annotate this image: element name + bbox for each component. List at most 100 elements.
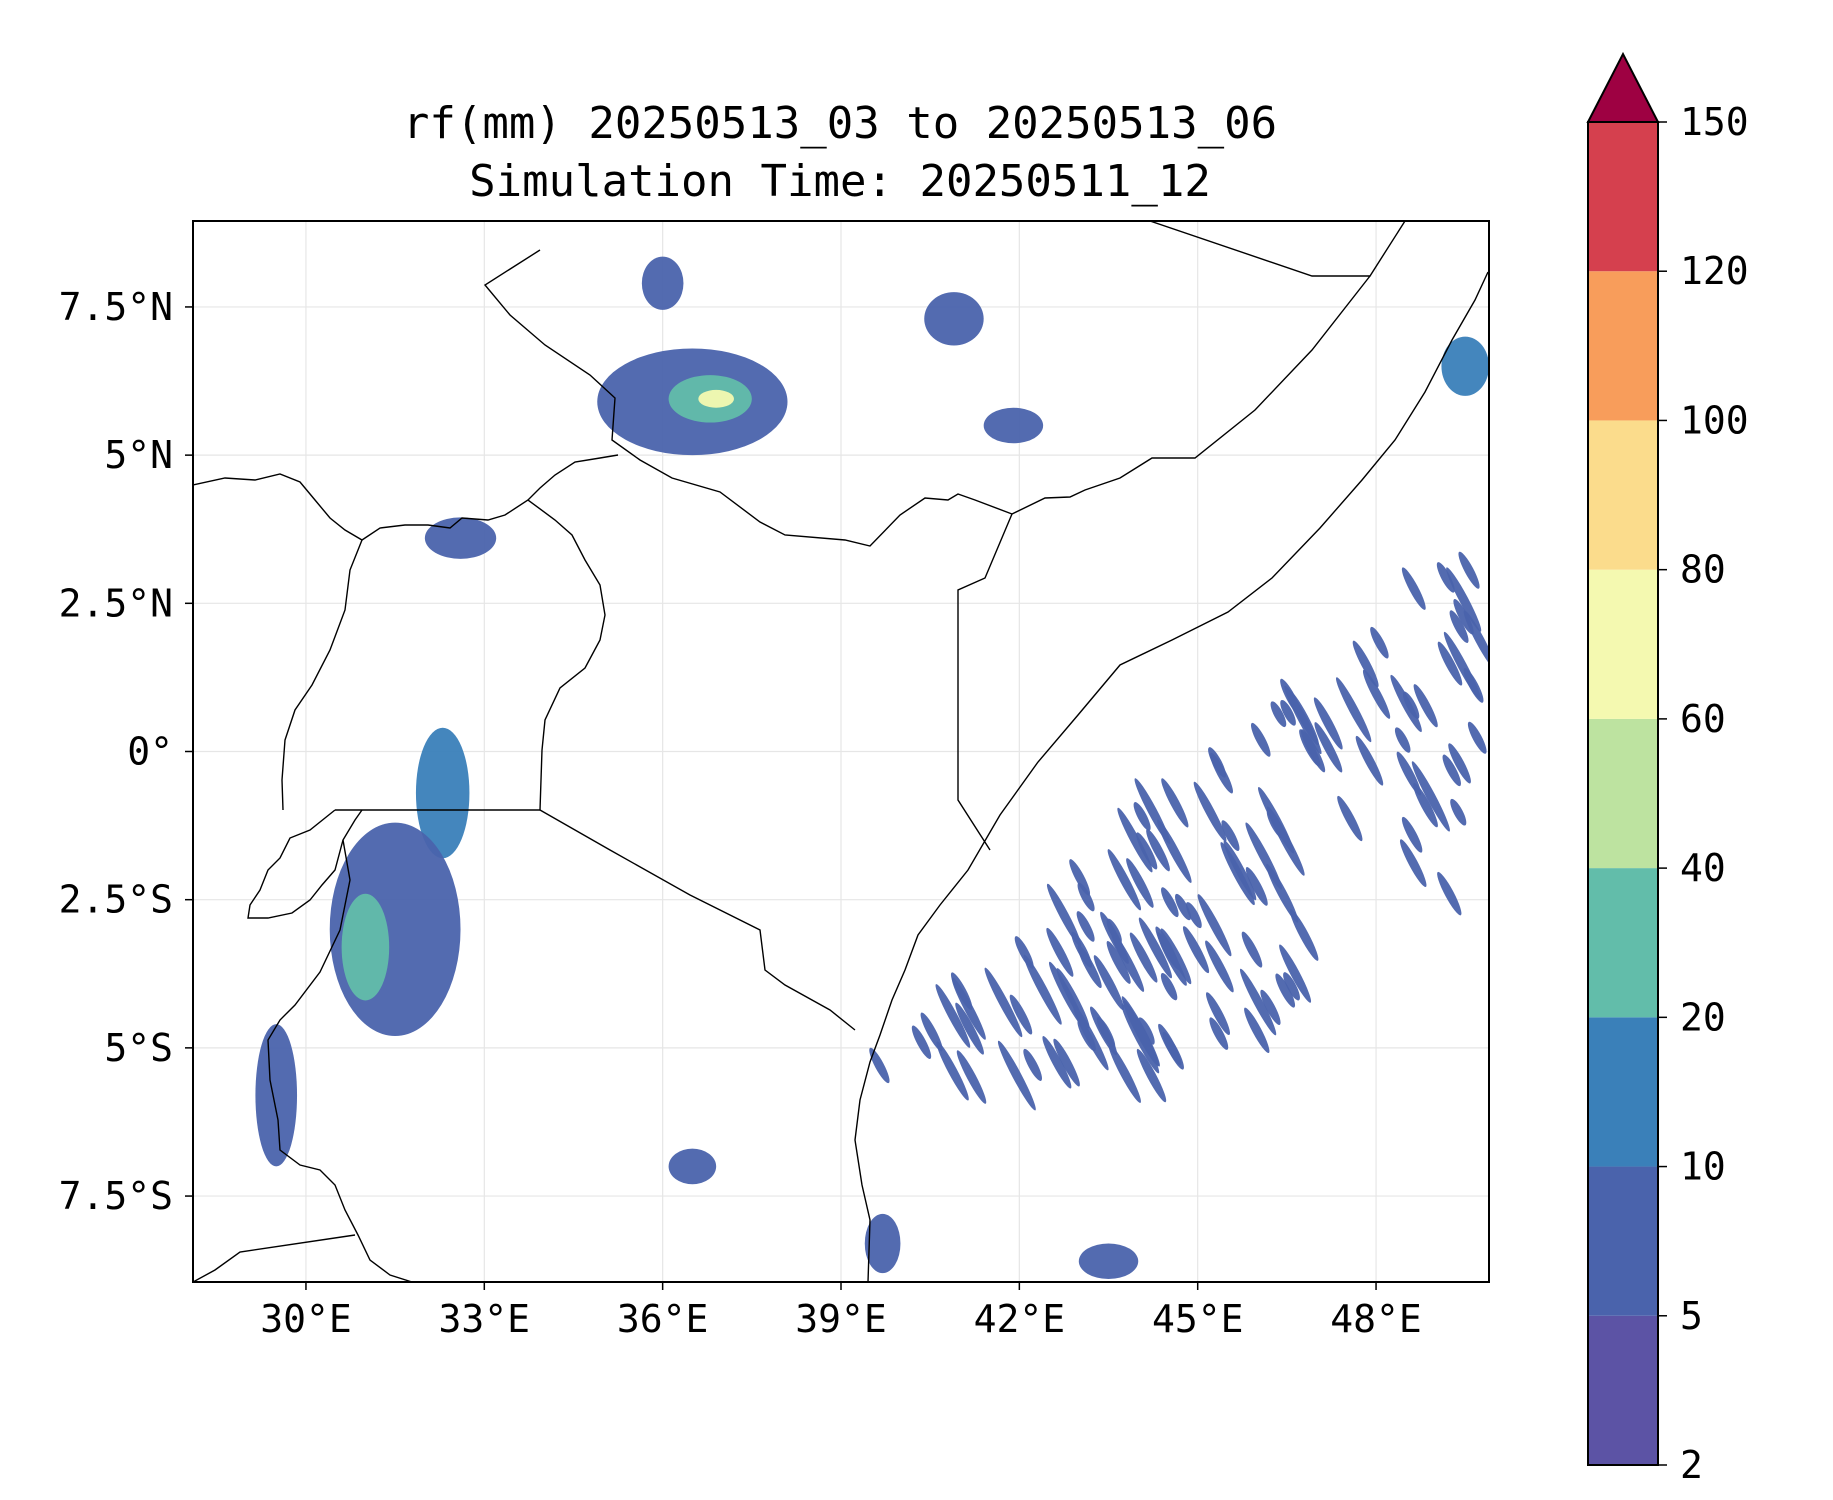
rain-streak <box>1138 1017 1155 1045</box>
colorbar: 2 5 10 20 40 60 80 100 120 150 <box>1586 51 1749 1487</box>
rain-streak <box>1362 669 1391 719</box>
x-tick-label: 42°E <box>974 1297 1066 1341</box>
rain-streak <box>1205 940 1234 993</box>
colorbar-tick-label: 100 <box>1680 398 1749 442</box>
border-ethiopia-somalia <box>1011 275 1371 515</box>
rain-streak <box>1284 685 1322 755</box>
border-south-sudan-ethiopia <box>483 249 1013 547</box>
colorbar-tick-label: 20 <box>1680 995 1726 1039</box>
rain-streak <box>1129 932 1158 983</box>
rain-streak <box>1313 697 1343 750</box>
rain-streak <box>1301 729 1326 773</box>
country-borders <box>193 221 1489 1282</box>
rain-streak <box>1467 721 1487 754</box>
border-drc-tanzania <box>267 839 413 1282</box>
rain-streak <box>1107 849 1142 911</box>
rain-streak <box>1138 917 1172 979</box>
rain-streak <box>1077 1019 1096 1052</box>
rain-streak <box>1123 1000 1159 1066</box>
rain-streak <box>1161 887 1179 918</box>
rain-cell <box>668 1148 717 1185</box>
rain-streak <box>1250 722 1271 757</box>
rain-streak <box>955 1002 984 1055</box>
rain-streak <box>1133 802 1151 831</box>
colorbar-segment <box>1588 1017 1658 1167</box>
rain-streak <box>1185 902 1202 929</box>
colorbar-segment <box>1588 569 1658 719</box>
rain-streak <box>1448 743 1471 784</box>
rain-streak <box>997 1040 1036 1111</box>
rain-streak <box>1413 783 1438 828</box>
rainfall-field <box>255 256 1489 1280</box>
rain-streak <box>1023 954 1062 1025</box>
rain-streak <box>1437 871 1462 916</box>
rain-streak <box>1401 567 1426 610</box>
rain-streak <box>1394 727 1411 753</box>
rain-streak <box>984 967 1023 1038</box>
rain-streak <box>1399 839 1427 888</box>
colorbar-segment <box>1588 271 1658 421</box>
rain-streak <box>1009 994 1033 1035</box>
rain-streak <box>935 984 971 1048</box>
colorbar-tick-label: 10 <box>1680 1145 1726 1189</box>
rain-streak <box>1182 926 1210 974</box>
rain-streak <box>1352 640 1379 688</box>
rain-streak <box>1355 735 1384 786</box>
y-tick-label: 5°N <box>104 433 173 477</box>
rain-streak <box>1197 894 1232 957</box>
rain-streak <box>1413 684 1438 728</box>
x-tick-label: 30°E <box>260 1297 352 1341</box>
rain-streak <box>1023 1048 1043 1081</box>
rain-streak <box>1136 1048 1167 1103</box>
rain-streak <box>1221 820 1240 851</box>
rain-streak <box>1458 551 1480 589</box>
rain-cell <box>255 1024 298 1167</box>
y-tick-label: 0° <box>127 730 173 774</box>
x-tick-label: 45°E <box>1152 1297 1244 1341</box>
y-axis: 7.5°N 5°N 2.5°N 0° 2.5°S 5°S 7.5°S <box>59 285 193 1218</box>
rain-streak <box>1193 781 1227 842</box>
rain-streak <box>1279 944 1312 1003</box>
rain-streak <box>951 977 986 1040</box>
rain-streak <box>1209 1017 1229 1050</box>
rain-cell <box>1078 1243 1139 1280</box>
rain-streak <box>1046 927 1074 977</box>
rain-cell <box>1441 336 1489 396</box>
colorbar-tick-label: 40 <box>1680 846 1726 890</box>
rain-streak <box>1401 816 1423 853</box>
border-south-sudan-uganda <box>193 454 619 541</box>
colorbar-segment <box>1588 420 1658 570</box>
rain-streak <box>1244 1007 1270 1054</box>
border-rwanda-burundi <box>247 809 363 919</box>
x-tick-label: 33°E <box>439 1297 531 1341</box>
border-djibouti <box>1149 221 1406 277</box>
rain-streak <box>911 1025 932 1060</box>
rain-streak <box>1453 599 1474 635</box>
rain-streak <box>1411 761 1450 832</box>
rain-streak <box>1335 677 1372 743</box>
y-tick-label: 7.5°S <box>59 1174 173 1218</box>
y-tick-label: 2.5°S <box>59 878 173 922</box>
rain-streak <box>1450 798 1467 826</box>
rain-cell <box>415 727 470 859</box>
rain-streak <box>1449 610 1469 643</box>
colorbar-tick-label: 60 <box>1680 697 1726 741</box>
rain-streak <box>1136 832 1158 870</box>
coastline-east-africa <box>854 271 1489 1282</box>
border-kenya-somalia <box>957 513 1013 851</box>
rain-cell <box>698 389 734 408</box>
rain-streak <box>1053 1038 1080 1087</box>
x-tick-label: 36°E <box>617 1297 709 1341</box>
rain-streak <box>1239 968 1277 1036</box>
colorbar-tick-label: 120 <box>1680 249 1749 293</box>
rain-streak <box>956 1050 987 1104</box>
colorbar-segment <box>1588 1315 1658 1465</box>
rain-streak <box>1048 961 1086 1029</box>
rain-streak <box>1280 699 1296 726</box>
rain-streak <box>1266 809 1285 839</box>
rain-streak <box>1390 674 1422 733</box>
map-gridlines <box>193 221 1489 1282</box>
colorbar-tick-label: 2 <box>1680 1443 1703 1487</box>
rain-streak <box>1108 1043 1141 1103</box>
